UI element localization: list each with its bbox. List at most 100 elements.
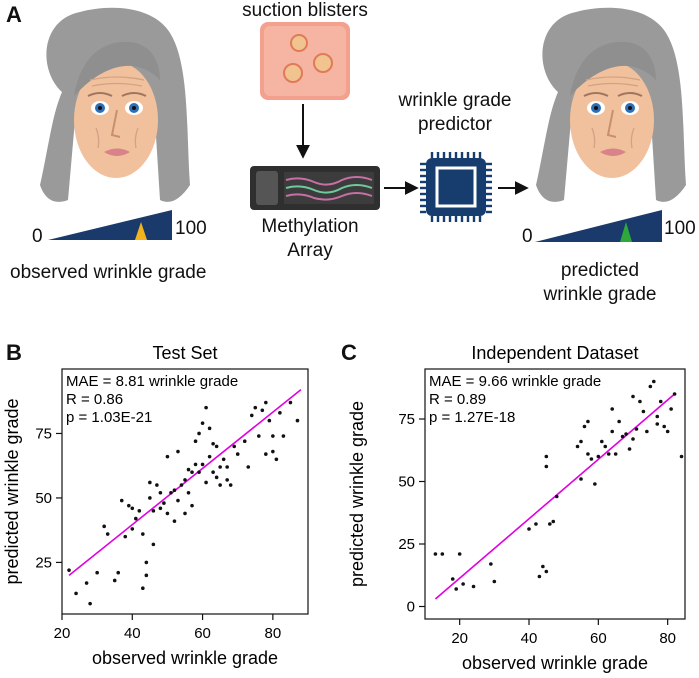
- data-point: [641, 409, 646, 414]
- stat-r: R = 0.89: [429, 391, 486, 408]
- data-point: [433, 552, 438, 556]
- x-tick-label: 40: [521, 630, 538, 647]
- data-point: [589, 457, 594, 461]
- data-point: [214, 444, 219, 449]
- data-point: [249, 413, 254, 418]
- x-tick-label: 20: [54, 625, 71, 642]
- data-point: [151, 542, 156, 547]
- methylation-array-image: [250, 166, 380, 210]
- data-point: [141, 586, 145, 591]
- data-point: [586, 419, 590, 424]
- data-point: [225, 478, 229, 482]
- data-point: [165, 454, 170, 459]
- y-axis-label: predicted wrinkle grade: [347, 401, 367, 587]
- data-point: [242, 439, 247, 444]
- data-point: [158, 506, 163, 511]
- data-point: [638, 399, 642, 404]
- data-point: [207, 454, 212, 459]
- plot-frame: [61, 368, 309, 615]
- y-tick-label: 50: [398, 474, 415, 491]
- x-tick-label: 40: [124, 625, 141, 642]
- data-point: [669, 407, 673, 411]
- data-point: [144, 560, 149, 565]
- data-point: [74, 591, 78, 596]
- data-point: [186, 490, 191, 495]
- stat-p: p = 1.27E-18: [429, 409, 515, 426]
- data-point: [190, 503, 194, 508]
- predicted-scale-max: 100: [664, 218, 696, 239]
- data-point: [204, 480, 208, 485]
- x-tick-label: 60: [590, 630, 607, 647]
- stat-mae: MAE = 8.81 wrinkle grade: [66, 373, 238, 390]
- data-point: [579, 477, 583, 481]
- data-point: [119, 498, 124, 503]
- data-point: [193, 462, 198, 467]
- data-point: [214, 475, 219, 480]
- data-point: [183, 478, 187, 482]
- predicted-caption-line2: wrinkle grade: [543, 284, 657, 305]
- data-point: [126, 503, 131, 508]
- data-point: [116, 570, 121, 575]
- x-tick-label: 60: [194, 625, 211, 642]
- data-point: [165, 511, 170, 516]
- y-tick-label: 25: [398, 536, 415, 553]
- data-point: [193, 439, 198, 444]
- data-point: [155, 483, 159, 487]
- data-point: [123, 534, 128, 539]
- data-point: [655, 414, 660, 419]
- data-point: [88, 601, 92, 606]
- data-point: [148, 480, 152, 485]
- data-point: [246, 465, 251, 469]
- data-point: [489, 562, 493, 566]
- observed-grade-marker: [135, 222, 147, 240]
- data-point: [130, 506, 135, 511]
- data-point: [544, 569, 549, 574]
- data-point: [267, 418, 272, 423]
- data-point: [102, 524, 106, 529]
- data-point: [158, 490, 163, 495]
- data-point: [172, 488, 177, 493]
- test-set-scatter-chart: Test Set 20 40 60 80 25 50 75 MAE = 8.81 wrink…: [2, 343, 309, 668]
- data-point: [151, 509, 156, 513]
- data-point: [112, 578, 117, 583]
- data-point: [84, 581, 89, 585]
- data-point: [144, 573, 149, 578]
- data-point: [176, 449, 180, 454]
- data-point: [600, 439, 604, 444]
- data-point: [631, 394, 635, 399]
- predictor-label-line2: predictor: [418, 114, 492, 135]
- y-tick-label: 50: [35, 490, 52, 507]
- data-point: [105, 532, 110, 536]
- data-point: [137, 509, 142, 513]
- y-tick-label: 75: [35, 425, 52, 442]
- y-axis-label: predicted wrinkle grade: [2, 398, 22, 584]
- data-point: [648, 384, 653, 389]
- data-point: [454, 587, 458, 591]
- data-point: [551, 519, 556, 524]
- methylation-array-label-line1: Methylation: [261, 216, 359, 237]
- data-point: [554, 494, 559, 499]
- data-point: [492, 579, 497, 584]
- data-point: [544, 454, 549, 459]
- data-point: [281, 434, 286, 438]
- x-tick-label: 80: [265, 625, 282, 642]
- observed-wrinkle-grade-caption: observed wrinkle grade: [10, 262, 207, 283]
- observed-scale-min: 0: [32, 226, 43, 247]
- data-point: [579, 439, 583, 444]
- stat-mae: MAE = 9.66 wrinkle grade: [429, 373, 601, 390]
- data-point: [652, 379, 656, 384]
- data-point: [534, 522, 538, 526]
- data-point: [232, 444, 236, 449]
- data-point: [211, 441, 215, 446]
- data-point: [264, 400, 268, 405]
- data-point: [186, 467, 191, 472]
- data-point: [67, 568, 71, 572]
- predictor-chip-icon: [420, 152, 492, 222]
- data-point: [264, 452, 268, 456]
- data-point: [228, 483, 233, 487]
- observed-scale-max: 100: [175, 218, 207, 239]
- schematic-figure: [40, 7, 686, 242]
- data-point: [634, 427, 639, 431]
- panel-letter-c: C: [341, 340, 357, 365]
- data-point: [471, 584, 476, 589]
